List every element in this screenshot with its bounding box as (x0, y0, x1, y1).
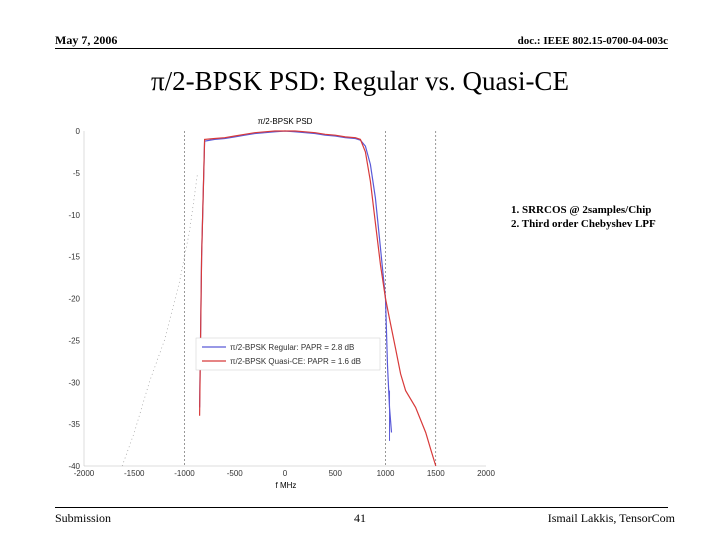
chart-title: π/2-BPSK PSD (258, 117, 313, 126)
header-rule (55, 48, 668, 49)
footer-rule (55, 507, 668, 508)
footer-author: Ismail Lakkis, TensorCom (547, 511, 675, 525)
legend-entry: π/2-BPSK Regular: PAPR = 2.8 dB (230, 343, 354, 352)
x-tick-label: 2000 (477, 469, 495, 478)
x-tick-label: -1500 (124, 469, 145, 478)
y-tick-label: -25 (68, 336, 80, 345)
x-tick-label: -2000 (74, 469, 95, 478)
legend-box (195, 337, 381, 371)
series-regular-line (199, 130, 393, 433)
note-line-2: 2. Third order Chebyshev LPF (511, 218, 656, 230)
y-tick-label: 0 (76, 127, 81, 136)
chart-legend: π/2-BPSK Regular: PAPR = 2.8 dB π/2-BPSK … (195, 337, 381, 371)
header-doc-id: doc.: IEEE 802.15-0700-04-003c (517, 35, 668, 47)
y-tick-label: -35 (68, 420, 80, 429)
header-date: May 7, 2006 (55, 33, 118, 47)
x-tick-label: 500 (329, 469, 343, 478)
footer-submission: Submission (55, 511, 112, 525)
chart-notes: 1. SRRCOS @ 2samples/Chip 2. Third order… (511, 203, 656, 231)
x-axis-label: f MHz (276, 481, 297, 490)
y-tick-label: -15 (68, 253, 80, 262)
x-tick-label: 1000 (377, 469, 395, 478)
x-tick-label: -1000 (174, 469, 195, 478)
x-tick-label: -500 (227, 469, 244, 478)
y-tick-label: -30 (68, 378, 80, 387)
y-tick-label: -5 (73, 169, 81, 178)
y-tick-label: -40 (68, 462, 80, 471)
y-tick-label: -20 (68, 295, 80, 304)
slide-title: π/2-BPSK PSD: Regular vs. Quasi-CE (151, 66, 569, 96)
legend-entry: π/2-BPSK Quasi-CE: PAPR = 1.6 dB (230, 357, 361, 366)
y-tick-label: -10 (68, 211, 80, 220)
series-quasi-ce-line (199, 130, 437, 467)
page-number: 41 (354, 511, 366, 525)
spectral-skirt (121, 172, 198, 467)
x-tick-label: 1500 (427, 469, 445, 478)
x-tick-label: 0 (283, 469, 288, 478)
note-line-1: 1. SRRCOS @ 2samples/Chip (511, 204, 652, 216)
